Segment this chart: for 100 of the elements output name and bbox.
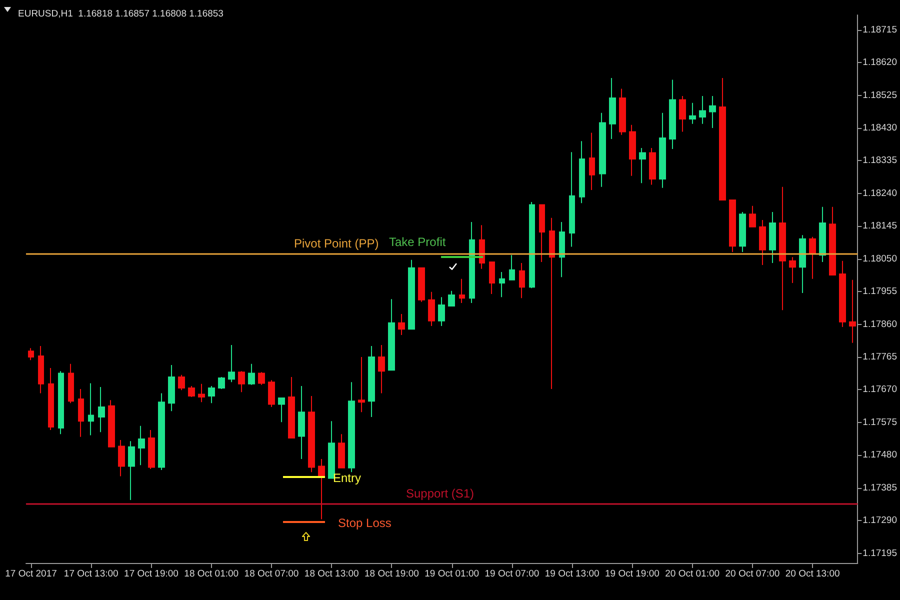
chart-title: EURUSD,H1 1.16818 1.16857 1.16808 1.16853 bbox=[18, 8, 224, 20]
candlestick bbox=[68, 363, 74, 404]
candlestick bbox=[58, 370, 64, 435]
candlestick bbox=[769, 212, 776, 264]
candlestick bbox=[228, 344, 235, 383]
x-tick-label: 18 Oct 19:00 bbox=[364, 568, 419, 580]
candlestick bbox=[438, 296, 445, 327]
y-tick-label: 1.17575 bbox=[862, 416, 898, 428]
candlestick bbox=[388, 298, 395, 371]
candlestick bbox=[549, 217, 555, 390]
candlestick bbox=[659, 112, 666, 188]
candlestick bbox=[479, 224, 485, 270]
x-tick-label: 18 Oct 07:00 bbox=[244, 568, 299, 580]
ref-line-label: Support (S1) bbox=[406, 486, 474, 500]
candlestick bbox=[529, 202, 535, 289]
y-tick-label: 1.18715 bbox=[862, 24, 898, 36]
candlestick bbox=[308, 395, 315, 473]
y-tick-label: 1.17670 bbox=[862, 384, 898, 396]
candlestick bbox=[699, 95, 706, 124]
candlestick bbox=[459, 278, 465, 304]
candlestick bbox=[829, 206, 836, 276]
y-tick-label: 1.17290 bbox=[862, 515, 898, 526]
candlestick bbox=[428, 291, 435, 327]
candlestick bbox=[559, 222, 565, 278]
candlestick bbox=[629, 124, 636, 176]
x-tick-label: 19 Oct 01:00 bbox=[424, 568, 480, 580]
candlestick bbox=[519, 262, 525, 299]
candlestick bbox=[158, 392, 165, 470]
candlestick bbox=[138, 425, 145, 466]
x-tick-label: 19 Oct 19:00 bbox=[605, 568, 660, 580]
x-tick-label: 18 Oct 01:00 bbox=[184, 568, 239, 580]
candlestick bbox=[689, 102, 696, 124]
y-tick-label: 1.18430 bbox=[862, 122, 898, 134]
x-tick-label: 19 Oct 13:00 bbox=[544, 568, 600, 580]
candlestick bbox=[358, 356, 365, 413]
x-tick-label: 20 Oct 13:00 bbox=[785, 568, 840, 580]
candlestick bbox=[779, 186, 786, 311]
candlestick bbox=[839, 260, 846, 328]
candlestick bbox=[268, 380, 275, 408]
y-tick-label: 1.17765 bbox=[862, 352, 898, 363]
candlestick bbox=[509, 254, 515, 280]
candlestick bbox=[679, 95, 686, 132]
candlestick bbox=[118, 440, 125, 477]
x-tick-label: 18 Oct 13:00 bbox=[304, 568, 359, 580]
ref-line-label: Pivot Point (PP) bbox=[294, 236, 379, 251]
candlestick bbox=[238, 370, 245, 393]
candlestick bbox=[719, 78, 726, 200]
candlestick bbox=[338, 434, 345, 468]
x-tick-label: 19 Oct 07:00 bbox=[484, 568, 540, 580]
candlestick bbox=[78, 388, 84, 438]
candlestick bbox=[28, 348, 34, 361]
candlestick bbox=[208, 385, 215, 404]
y-tick-label: 1.17860 bbox=[862, 318, 898, 330]
candlestick bbox=[649, 147, 656, 186]
candlestick bbox=[539, 204, 545, 262]
candlestick bbox=[599, 112, 606, 188]
candlestick bbox=[398, 313, 405, 336]
candlestick bbox=[448, 290, 455, 307]
y-tick-label: 1.17480 bbox=[862, 450, 898, 461]
candlestick bbox=[639, 147, 646, 184]
candlestick bbox=[669, 79, 676, 150]
candlestick bbox=[168, 364, 175, 412]
candlestick bbox=[809, 236, 816, 280]
candlestick bbox=[849, 279, 856, 344]
candlestick bbox=[709, 95, 716, 128]
y-tick-label: 1.18145 bbox=[862, 220, 898, 232]
y-tick-label: 1.18620 bbox=[862, 57, 898, 68]
candlestick bbox=[759, 219, 766, 266]
annotation: Stop Loss bbox=[338, 516, 392, 530]
x-tick-label: 20 Oct 01:00 bbox=[665, 568, 720, 580]
candlestick bbox=[418, 267, 425, 302]
x-tick-label: 17 Oct 13:00 bbox=[64, 568, 118, 580]
annotation: Take Profit bbox=[389, 235, 446, 249]
candlestick bbox=[368, 346, 375, 418]
x-tick-label: 17 Oct 2017 bbox=[5, 568, 57, 580]
candlestick bbox=[799, 234, 806, 294]
candlestick bbox=[569, 152, 575, 248]
x-tick-label: 20 Oct 07:00 bbox=[725, 568, 780, 580]
candlestick bbox=[148, 430, 155, 470]
candlestick bbox=[258, 372, 265, 386]
candlestick bbox=[288, 376, 295, 438]
candlestick bbox=[128, 440, 135, 500]
candlestick bbox=[348, 382, 355, 473]
y-tick-label: 1.17385 bbox=[862, 482, 898, 494]
candlestick bbox=[579, 140, 585, 204]
candlestick bbox=[408, 259, 415, 330]
candlestick bbox=[98, 386, 105, 433]
candlestick bbox=[729, 199, 736, 252]
candlestick bbox=[609, 78, 616, 140]
candlestick bbox=[278, 398, 285, 423]
candlestick bbox=[378, 344, 385, 394]
y-tick-label: 1.17195 bbox=[862, 548, 898, 559]
candlestick bbox=[248, 363, 255, 386]
candlestick bbox=[749, 205, 756, 228]
candlestick bbox=[48, 368, 54, 431]
y-tick-label: 1.18240 bbox=[862, 188, 898, 199]
y-tick-label: 1.17955 bbox=[862, 286, 898, 298]
candlestick bbox=[589, 132, 595, 190]
y-tick-label: 1.18335 bbox=[862, 155, 898, 166]
y-tick-label: 1.18525 bbox=[862, 90, 898, 101]
